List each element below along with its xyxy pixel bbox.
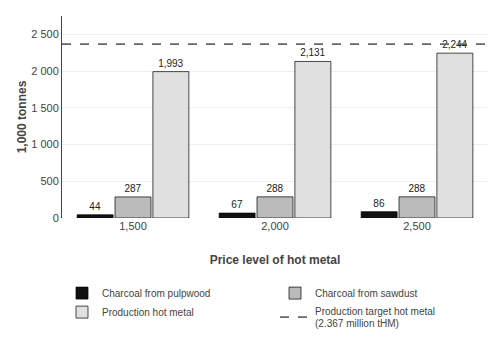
svg-text:288: 288 <box>408 183 425 194</box>
svg-text:Production target hot metal(2.: Production target hot metal(2.367 millio… <box>315 306 435 330</box>
svg-text:86: 86 <box>373 198 385 209</box>
svg-text:Price level of hot metal: Price level of hot metal <box>210 253 341 267</box>
svg-text:2 000: 2 000 <box>31 65 59 77</box>
svg-text:Production hot metal: Production hot metal <box>102 307 194 318</box>
svg-text:0: 0 <box>53 212 59 224</box>
svg-text:288: 288 <box>266 183 283 194</box>
svg-text:Charcoal from pulpwood: Charcoal from pulpwood <box>102 288 210 299</box>
svg-text:1 500: 1 500 <box>31 102 59 114</box>
svg-text:287: 287 <box>124 183 141 194</box>
svg-text:67: 67 <box>231 199 243 210</box>
svg-text:2,244: 2,244 <box>442 39 467 50</box>
svg-text:Charcoal from sawdust: Charcoal from sawdust <box>315 288 417 299</box>
svg-text:1,993: 1,993 <box>158 58 183 69</box>
svg-text:2 500: 2 500 <box>31 28 59 40</box>
svg-text:1,500: 1,500 <box>119 220 147 232</box>
svg-text:2,131: 2,131 <box>300 47 325 58</box>
svg-text:2,000: 2,000 <box>261 220 289 232</box>
svg-text:1,000 tonnes: 1,000 tonnes <box>15 80 29 153</box>
svg-text:2,500: 2,500 <box>403 220 431 232</box>
svg-text:1 000: 1 000 <box>31 138 59 150</box>
svg-text:500: 500 <box>40 175 58 187</box>
svg-text:44: 44 <box>89 201 101 212</box>
